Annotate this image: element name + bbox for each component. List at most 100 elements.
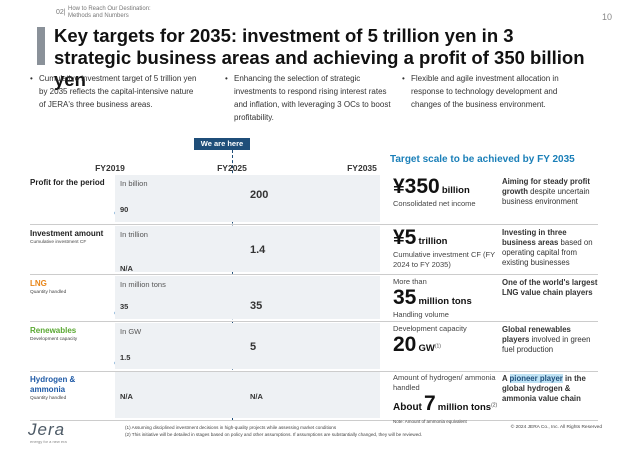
statement-part: in the global hydrogen & ammonia value c… [502,374,586,403]
row-sub: Quantity handled [30,396,67,401]
statement-part: Global renewables players [502,325,571,344]
target-value: ¥350 [393,175,440,198]
chart-band [115,175,380,222]
target-desc: Consolidated net income [393,199,476,208]
row-sub: Quantity handled [30,290,67,295]
statement-part: based on operating capital from existing… [502,238,593,267]
target-line: 20 GW(1) [393,334,503,360]
bullet-text: Enhancing the selection of strategic inv… [234,74,391,122]
bullet-text: Flexible and agile investment allocation… [411,74,559,109]
chart-band [115,276,380,319]
current-value: 1.4 [250,244,266,256]
row-rule [30,420,598,421]
copyright: © 2024 JERA Co., Inc. All Rights Reserve… [510,425,602,430]
row-label: LNG Quantity handled [30,279,112,296]
start-value: N/A [120,264,133,273]
statement-part: despite uncertain business environment [502,187,590,206]
start-value: 35 [120,302,129,311]
note: (2) This initiative will be detailed in … [125,432,423,437]
row-title: LNG [30,279,47,288]
statement: Global renewables players involved in gr… [502,325,600,355]
target-desc: Cumulative investment CF (FY 2024 to FY … [393,250,495,269]
statement: One of the world's largest LNG value cha… [502,278,600,298]
statement-part: One of the world's largest LNG value cha… [502,278,598,297]
statement-part: involved in green fuel production [502,335,591,354]
column-header: FY2025 [217,163,247,173]
title: Key targets for 2035: investment of 5 tr… [54,25,585,90]
target: Development capacity 20 GW(1) [393,324,503,360]
note: (1) Assuming disciplined investment deci… [125,425,337,430]
row-title: Investment amount [30,229,104,238]
chart-band [115,372,380,418]
target-unit: million tons [437,402,492,413]
breadcrumb: 02| How to Reach Our Destination: Methods … [56,6,151,20]
bullet-dot: • [225,74,228,83]
title-bar [37,27,45,65]
target: ¥350 billion Consolidated net income [393,176,503,209]
target-value: 7 [423,392,436,415]
target-value: ¥5 [393,226,417,249]
target-sup: (1) [434,343,441,350]
target-line: 35 million tons [393,287,503,313]
section: 02| [56,9,66,16]
target: ¥5 trillion Cumulative investment CF (FY … [393,227,503,270]
row-rule [30,371,598,372]
target-unit: million tons [418,296,472,307]
unit: In billion [120,179,148,188]
bullet: • Flexible and agile investment allocatio… [402,72,581,111]
crumb: How to Reach Our Destination: [68,6,151,12]
bullet: • Enhancing the selection of strategic in… [225,72,394,124]
current-value: 200 [250,189,269,201]
row-label: Renewables Development capacity [30,326,112,343]
row-rule [30,224,598,225]
row-title: Profit for the period [30,178,105,187]
row-sub: Development capacity [30,337,78,342]
target-desc: Handling volume [393,310,449,319]
chart-band [115,226,380,272]
logo: Jera [28,420,66,439]
unit: In trillion [120,230,148,239]
target-pre: More than [393,277,427,286]
bullet-dot: • [30,74,33,83]
unit: In GW [120,327,142,336]
target-pre: Development capacity [393,324,467,333]
current-value: N/A [250,392,263,401]
target-lead: About [393,402,422,413]
column-header: FY2035 [347,163,377,173]
target-line: ¥5 trillion [393,227,503,253]
target-pre: Amount of hydrogen/ ammonia handled [393,373,496,392]
row-rule [30,321,598,322]
target-sup: (2) [491,402,498,409]
target-unit: billion [441,185,470,196]
notes: (1) Assuming disciplined investment deci… [125,424,422,438]
target-line: ¥350 billion [393,176,503,202]
target: More than 35 million tons Handling volume [393,277,503,320]
start-value: 90 [120,205,129,214]
statement: Investing in three business areas based … [502,228,600,268]
current-value: 5 [250,341,257,353]
crumb: Methods and Numbers [68,13,129,19]
statement: A pioneer player in the global hydrogen … [502,374,600,404]
bullet-text: Cumulative investment target of 5 trilli… [39,74,197,109]
row-title: Hydrogen & ammonia [30,375,76,394]
statement-part: A [502,374,510,383]
row-label: Investment amount Cumulative investment C… [30,229,112,246]
row-title: Renewables [30,326,77,335]
start-value: N/A [120,392,133,401]
target-value: 35 [393,286,417,309]
column-header: FY2019 [95,163,125,173]
target-note: Note: Amount of ammonia equivalent [393,419,467,424]
current-value: 35 [250,300,263,312]
target-value: 20 [393,333,417,356]
target: Amount of hydrogen/ ammonia handled About… [393,373,503,424]
marker: We are here [194,138,250,150]
target-unit: GW [418,343,435,354]
row-label: Hydrogen & ammonia Quantity handled [30,375,112,402]
bullet: • Cumulative investment target of 5 trill… [30,72,199,111]
target-line: About 7 million tons(2) [393,393,503,419]
row-rule [30,274,598,275]
tagline: energy for a new era [30,439,67,444]
bullet-dot: • [402,74,405,83]
statement-part: Aiming for steady profit growth [502,177,590,196]
